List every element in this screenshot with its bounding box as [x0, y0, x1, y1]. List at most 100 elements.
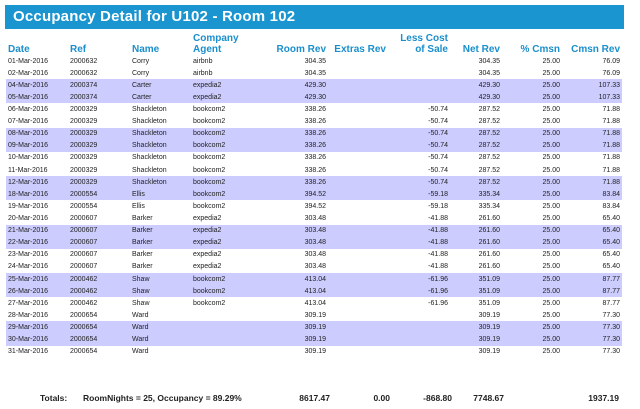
cell-less-cost: -41.88: [388, 236, 450, 249]
column-header-less-cost-of-sale[interactable]: Less Cost of Sale: [400, 33, 448, 55]
report-title: Occupancy Detail for U102 - Room 102: [5, 5, 624, 29]
cell-room-rev: 338.26: [304, 105, 326, 113]
table-row[interactable]: 07-Mar-2016 2000329 Shackleton bookcom2 338.…: [6, 116, 622, 128]
column-header-room-rev[interactable]: Room Rev: [276, 44, 326, 55]
table-row[interactable]: 06-Mar-2016 2000329 Shackleton bookcom2 338.…: [6, 103, 622, 115]
cell-net-rev: 309.19: [478, 348, 500, 356]
cell-ref: 2000329: [70, 105, 98, 113]
cell-cmsn-rev: 71.88: [602, 166, 620, 174]
cell-pct-cmsn: 25.00: [502, 127, 562, 140]
column-header-net-rev[interactable]: Net Rev: [462, 44, 500, 55]
table-row[interactable]: 30-Mar-2016 2000654 Ward 309.19 309.19 25.00 7…: [6, 333, 622, 346]
cell-cmsn-rev: 77.30: [562, 321, 622, 334]
table-row[interactable]: 28-Mar-2016 2000654 Ward 309.19 309.19 25.00 7…: [6, 309, 622, 321]
table-row[interactable]: 23-Mar-2016 2000607 Barker expedia2 303.48 -4…: [6, 249, 622, 261]
cell-ref: 2000329: [70, 166, 98, 174]
cell-pct-cmsn: 25.00: [542, 154, 560, 162]
cell-less-cost: [388, 79, 450, 92]
table-row[interactable]: 29-Mar-2016 2000654 Ward 309.19 309.19 25.00 7…: [6, 321, 622, 334]
cell-cmsn-rev: 65.40: [562, 236, 622, 249]
cell-extras-rev: [328, 212, 388, 224]
cell-extras-rev: [328, 55, 388, 67]
cell-agent: airbnb: [193, 57, 213, 65]
cell-ref: 2000374: [68, 79, 130, 92]
table-row[interactable]: 27-Mar-2016 2000462 Shaw bookcom2 413.04 -61.…: [6, 297, 622, 309]
table-row[interactable]: 25-Mar-2016 2000462 Shaw bookcom2 413.04 -61.…: [6, 272, 622, 286]
cell-net-rev: 261.60: [478, 251, 500, 259]
cell-room-rev: 338.26: [304, 118, 326, 126]
column-header-extras-rev[interactable]: Extras Rev: [334, 44, 386, 55]
cell-extras-rev: [328, 152, 388, 164]
cell-name: Barker: [130, 236, 191, 249]
table-row[interactable]: 19-Mar-2016 2000554 Ellis bookcom2 394.52 -59…: [6, 200, 622, 212]
column-header-company-agent[interactable]: Company Agent: [193, 33, 239, 55]
cell-pct-cmsn: 25.00: [542, 166, 560, 174]
cell-net-rev: 351.09: [478, 299, 500, 307]
cell-name: Corry: [132, 57, 150, 65]
cell-name: Ward: [132, 348, 149, 356]
cell-room-rev: 304.35: [304, 57, 326, 65]
table-row[interactable]: 26-Mar-2016 2000462 Shaw bookcom2 413.04 -61.…: [6, 285, 622, 298]
table-row[interactable]: 21-Mar-2016 2000607 Barker expedia2 303.48 -4…: [6, 224, 622, 237]
cell-less-cost: -61.96: [388, 272, 450, 286]
table-row[interactable]: 02-Mar-2016 2000632 Corry airbnb 304.35 304.3…: [6, 67, 622, 79]
cell-ref: 2000607: [68, 224, 130, 237]
cell-extras-rev: [328, 103, 388, 115]
cell-ref: 2000554: [70, 202, 98, 210]
column-header-pct-cmsn[interactable]: % Cmsn: [520, 44, 560, 55]
cell-room-rev: 303.48: [304, 251, 326, 259]
cell-extras-rev: [328, 116, 388, 128]
cell-net-rev: 287.52: [478, 105, 500, 113]
cell-room-rev: 303.48: [266, 236, 328, 249]
cell-cmsn-rev: 65.40: [602, 251, 620, 259]
cell-ref: 2000607: [70, 263, 98, 271]
cell-net-rev: 335.34: [450, 188, 502, 201]
cell-date: 01-Mar-2016: [8, 57, 49, 65]
cell-ref: 2000329: [68, 127, 130, 140]
table-row[interactable]: 05-Mar-2016 2000374 Carter expedia2 429.30 42…: [6, 91, 622, 104]
cell-date: 22-Mar-2016: [6, 236, 68, 249]
column-header-cmsn-rev[interactable]: Cmsn Rev: [571, 44, 620, 55]
cell-less-cost: -50.74: [388, 139, 450, 152]
cell-room-rev: 303.48: [266, 224, 328, 237]
table-row[interactable]: 24-Mar-2016 2000607 Barker expedia2 303.48 -4…: [6, 261, 622, 273]
cell-name: Ellis: [132, 202, 145, 210]
table-row[interactable]: 20-Mar-2016 2000607 Barker expedia2 303.48 -4…: [6, 212, 622, 224]
table-row[interactable]: 01-Mar-2016 2000632 Corry airbnb 304.35 304.3…: [6, 55, 622, 67]
cell-name: Barker: [132, 251, 153, 259]
cell-name: Carter: [130, 91, 191, 104]
table-row[interactable]: 08-Mar-2016 2000329 Shackleton bookcom2 338.…: [6, 127, 622, 140]
cell-cmsn-rev: 71.88: [602, 105, 620, 113]
cell-extras-rev: [328, 176, 388, 189]
cell-pct-cmsn: 25.00: [502, 272, 562, 286]
cell-agent: bookcom2: [191, 127, 266, 140]
cell-date: 02-Mar-2016: [8, 69, 49, 77]
cell-date: 24-Mar-2016: [8, 263, 49, 271]
table-row[interactable]: 18-Mar-2016 2000554 Ellis bookcom2 394.52 -59…: [6, 188, 622, 201]
table-row[interactable]: 12-Mar-2016 2000329 Shackleton bookcom2 338.…: [6, 176, 622, 189]
table-row[interactable]: 11-Mar-2016 2000329 Shackleton bookcom2 338.…: [6, 164, 622, 176]
column-header-date[interactable]: Date: [8, 44, 30, 55]
cell-room-rev: 309.19: [304, 311, 326, 319]
cell-agent: bookcom2: [191, 176, 266, 189]
cell-room-rev: 394.52: [266, 188, 328, 201]
column-header-name[interactable]: Name: [132, 44, 160, 55]
cell-net-rev: 351.09: [450, 285, 502, 298]
column-header-ref[interactable]: Ref: [70, 44, 87, 55]
table-row[interactable]: 04-Mar-2016 2000374 Carter expedia2 429.30 42…: [6, 79, 622, 92]
cell-agent: bookcom2: [193, 299, 226, 307]
cell-less-cost: [388, 333, 450, 346]
table-header-row: Date Ref Name Company Agent Room Rev Ext…: [6, 30, 622, 55]
table-row[interactable]: 22-Mar-2016 2000607 Barker expedia2 303.48 -4…: [6, 236, 622, 249]
cell-date: 06-Mar-2016: [8, 105, 49, 113]
cell-date: 11-Mar-2016: [8, 166, 48, 174]
table-row[interactable]: 09-Mar-2016 2000329 Shackleton bookcom2 338.…: [6, 139, 622, 152]
cell-net-rev: 261.60: [450, 236, 502, 249]
cell-extras-rev: [328, 272, 388, 286]
cell-pct-cmsn: 25.00: [502, 91, 562, 104]
cell-ref: 2000329: [68, 176, 130, 189]
table-row[interactable]: 10-Mar-2016 2000329 Shackleton bookcom2 338.…: [6, 152, 622, 164]
cell-net-rev: 304.35: [478, 57, 500, 65]
cell-room-rev: 338.26: [266, 139, 328, 152]
table-row[interactable]: 31-Mar-2016 2000654 Ward 309.19 309.19 25.00 7…: [6, 346, 622, 358]
